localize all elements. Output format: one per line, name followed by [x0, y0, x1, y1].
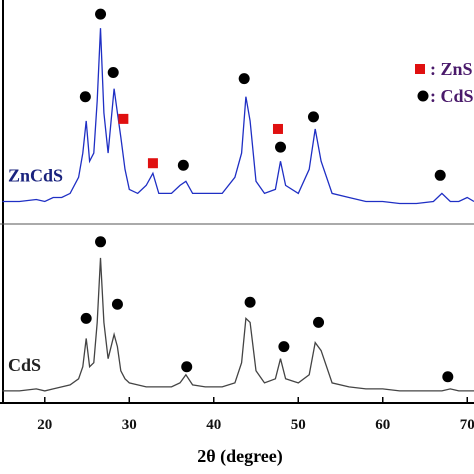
peak-marker-circle [107, 67, 119, 79]
peak-marker-circle [313, 316, 325, 328]
peak-marker-square [147, 158, 158, 169]
peak-marker-circle [278, 341, 290, 353]
series-line [2, 257, 474, 392]
peak-marker-circle [95, 236, 107, 248]
series-line [2, 28, 474, 205]
x-tick-label: 30 [122, 417, 137, 433]
peak-marker-circle [442, 371, 454, 383]
peak-marker-circle [307, 111, 319, 123]
peak-marker-circle [181, 361, 193, 373]
x-tick-label: 50 [291, 417, 306, 433]
peak-marker-square [272, 123, 283, 134]
peak-marker-circle [177, 159, 189, 171]
series-label: ZnCdS [8, 166, 63, 186]
x-tick-label: 20 [37, 417, 52, 433]
peak-marker-circle [434, 169, 446, 181]
legend-marker [415, 64, 425, 74]
peak-marker-circle [111, 298, 123, 310]
series-label: CdS [8, 355, 41, 375]
legend-label: : CdS [430, 86, 474, 106]
x-tick-label: 70 [460, 417, 474, 433]
peak-marker-circle [80, 312, 92, 324]
legend-label: : ZnS [430, 59, 473, 79]
peak-marker-circle [275, 141, 287, 153]
legend-marker [417, 90, 429, 102]
x-tick-label: 60 [375, 417, 390, 433]
peak-marker-circle [95, 8, 107, 20]
x-axis-label: 2θ (degree) [197, 446, 283, 467]
peak-marker-circle [79, 91, 91, 103]
x-tick-label: 40 [206, 417, 221, 433]
peak-marker-square [118, 113, 129, 124]
peak-marker-circle [244, 296, 256, 308]
peak-marker-circle [238, 73, 250, 85]
